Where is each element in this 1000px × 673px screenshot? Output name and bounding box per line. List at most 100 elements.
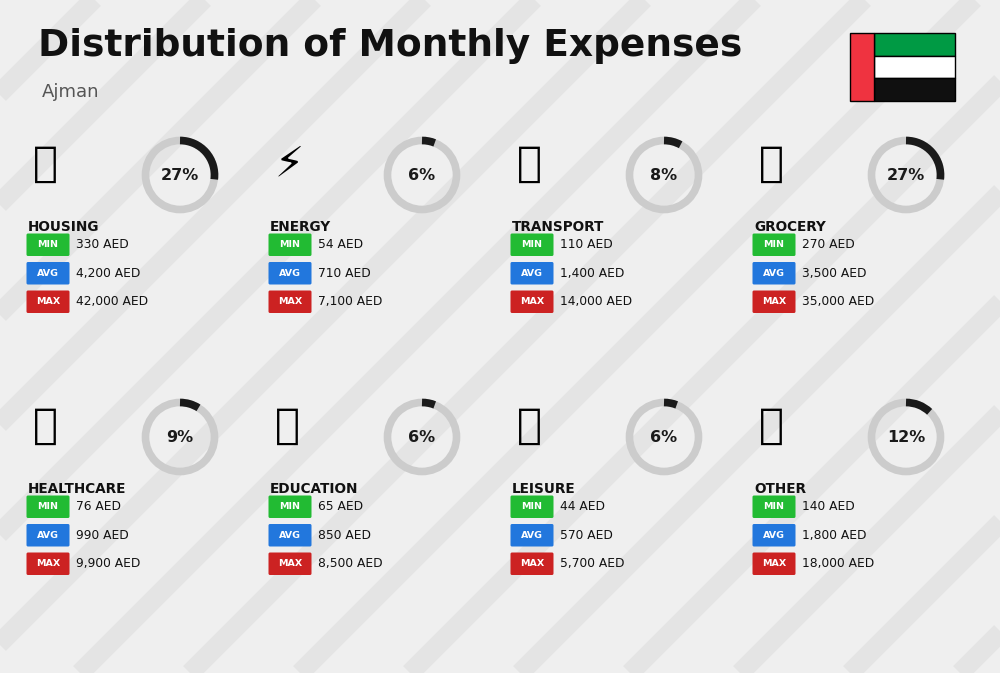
FancyBboxPatch shape: [26, 553, 70, 575]
Text: 7,100 AED: 7,100 AED: [318, 295, 382, 308]
Text: MAX: MAX: [278, 297, 302, 306]
Text: AVG: AVG: [37, 531, 59, 540]
Text: LEISURE: LEISURE: [512, 482, 576, 496]
Text: 8,500 AED: 8,500 AED: [318, 557, 383, 570]
Text: 140 AED: 140 AED: [802, 500, 855, 513]
Text: 🛍: 🛍: [517, 405, 542, 447]
FancyBboxPatch shape: [753, 291, 795, 313]
Text: Distribution of Monthly Expenses: Distribution of Monthly Expenses: [38, 28, 742, 64]
FancyBboxPatch shape: [753, 553, 795, 575]
Text: 850 AED: 850 AED: [318, 529, 371, 542]
FancyBboxPatch shape: [26, 234, 70, 256]
Text: AVG: AVG: [763, 269, 785, 278]
Text: GROCERY: GROCERY: [754, 220, 826, 234]
Text: 42,000 AED: 42,000 AED: [76, 295, 148, 308]
Text: 990 AED: 990 AED: [76, 529, 129, 542]
Text: OTHER: OTHER: [754, 482, 806, 496]
Text: 🏢: 🏢: [33, 143, 58, 185]
Text: 14,000 AED: 14,000 AED: [560, 295, 632, 308]
FancyBboxPatch shape: [268, 553, 312, 575]
Text: 710 AED: 710 AED: [318, 267, 371, 280]
FancyBboxPatch shape: [268, 262, 312, 285]
Text: MIN: MIN: [521, 240, 542, 249]
Text: 76 AED: 76 AED: [76, 500, 121, 513]
FancyBboxPatch shape: [874, 33, 955, 56]
Text: AVG: AVG: [763, 531, 785, 540]
FancyBboxPatch shape: [510, 553, 553, 575]
FancyBboxPatch shape: [510, 524, 553, 546]
Text: 9%: 9%: [166, 429, 194, 444]
Text: ⚡: ⚡: [275, 143, 304, 185]
Text: 6%: 6%: [408, 429, 436, 444]
Text: AVG: AVG: [521, 269, 543, 278]
Text: 330 AED: 330 AED: [76, 238, 129, 251]
Text: 35,000 AED: 35,000 AED: [802, 295, 874, 308]
Text: MAX: MAX: [762, 559, 786, 568]
Text: 8%: 8%: [650, 168, 678, 182]
FancyBboxPatch shape: [26, 291, 70, 313]
Text: 570 AED: 570 AED: [560, 529, 613, 542]
Text: 270 AED: 270 AED: [802, 238, 855, 251]
FancyBboxPatch shape: [753, 495, 795, 518]
Text: 1,800 AED: 1,800 AED: [802, 529, 866, 542]
Text: HOUSING: HOUSING: [28, 220, 100, 234]
Text: AVG: AVG: [521, 531, 543, 540]
Text: 4,200 AED: 4,200 AED: [76, 267, 140, 280]
Text: MAX: MAX: [520, 559, 544, 568]
Text: AVG: AVG: [279, 531, 301, 540]
Text: HEALTHCARE: HEALTHCARE: [28, 482, 126, 496]
FancyBboxPatch shape: [268, 495, 312, 518]
Text: TRANSPORT: TRANSPORT: [512, 220, 604, 234]
FancyBboxPatch shape: [874, 78, 955, 101]
FancyBboxPatch shape: [874, 56, 955, 78]
Text: 6%: 6%: [650, 429, 678, 444]
FancyBboxPatch shape: [268, 291, 312, 313]
Text: 💰: 💰: [759, 405, 784, 447]
Text: AVG: AVG: [279, 269, 301, 278]
FancyBboxPatch shape: [753, 262, 795, 285]
Text: MAX: MAX: [278, 559, 302, 568]
Text: MIN: MIN: [280, 240, 301, 249]
FancyBboxPatch shape: [268, 524, 312, 546]
FancyBboxPatch shape: [753, 524, 795, 546]
Text: 18,000 AED: 18,000 AED: [802, 557, 874, 570]
Text: MAX: MAX: [520, 297, 544, 306]
Text: MIN: MIN: [280, 502, 301, 511]
Text: EDUCATION: EDUCATION: [270, 482, 358, 496]
Text: MAX: MAX: [762, 297, 786, 306]
Text: 1,400 AED: 1,400 AED: [560, 267, 624, 280]
Text: 🛒: 🛒: [759, 143, 784, 185]
Text: 65 AED: 65 AED: [318, 500, 363, 513]
Text: MAX: MAX: [36, 297, 60, 306]
Text: 9,900 AED: 9,900 AED: [76, 557, 140, 570]
Text: 110 AED: 110 AED: [560, 238, 613, 251]
FancyBboxPatch shape: [510, 495, 553, 518]
Text: 54 AED: 54 AED: [318, 238, 363, 251]
Text: AVG: AVG: [37, 269, 59, 278]
Text: 5,700 AED: 5,700 AED: [560, 557, 624, 570]
Text: MIN: MIN: [521, 502, 542, 511]
Text: 🚌: 🚌: [517, 143, 542, 185]
Text: MIN: MIN: [764, 502, 784, 511]
Text: MAX: MAX: [36, 559, 60, 568]
Text: 🎓: 🎓: [275, 405, 300, 447]
Text: 44 AED: 44 AED: [560, 500, 605, 513]
FancyBboxPatch shape: [753, 234, 795, 256]
FancyBboxPatch shape: [26, 262, 70, 285]
FancyBboxPatch shape: [510, 291, 553, 313]
Text: ENERGY: ENERGY: [270, 220, 331, 234]
FancyBboxPatch shape: [268, 234, 312, 256]
Text: MIN: MIN: [38, 502, 59, 511]
FancyBboxPatch shape: [850, 33, 874, 101]
Text: Ajman: Ajman: [42, 83, 100, 101]
Text: 💗: 💗: [33, 405, 58, 447]
Text: 27%: 27%: [161, 168, 199, 182]
FancyBboxPatch shape: [26, 524, 70, 546]
Text: 27%: 27%: [887, 168, 925, 182]
Text: 6%: 6%: [408, 168, 436, 182]
FancyBboxPatch shape: [26, 495, 70, 518]
Text: 12%: 12%: [887, 429, 925, 444]
FancyBboxPatch shape: [510, 234, 553, 256]
Text: MIN: MIN: [38, 240, 59, 249]
Text: 3,500 AED: 3,500 AED: [802, 267, 866, 280]
